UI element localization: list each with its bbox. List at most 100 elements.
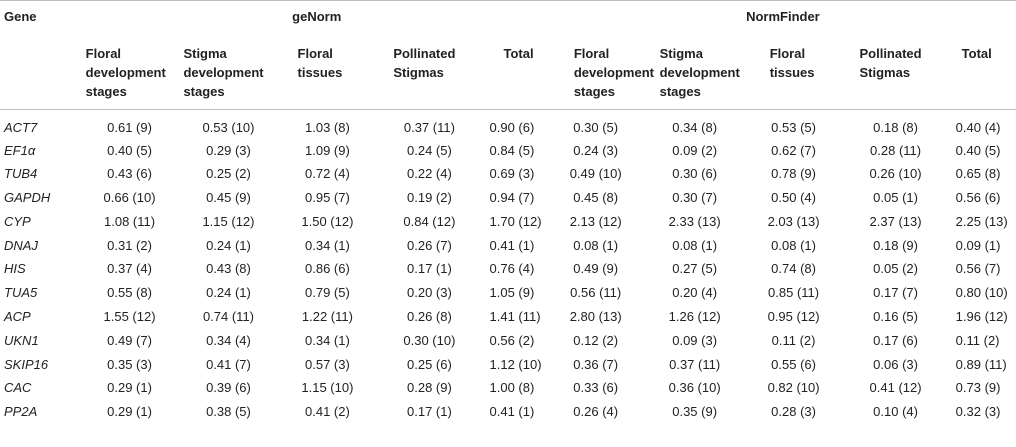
- genorm-value-cell: 0.29 (1): [107, 380, 152, 396]
- normfinder-value-cell: 2.13 (12): [569, 213, 622, 229]
- gene-name-cell: ACT7: [4, 120, 38, 135]
- normfinder-value-cell: 2.25 (13): [955, 213, 1008, 229]
- genorm-value-cell: 0.84 (5): [489, 142, 535, 158]
- gene-name-cell: DNAJ: [4, 237, 38, 253]
- normfinder-value-cell: 0.74 (8): [771, 261, 816, 277]
- normfinder-value-cell: 0.05 (2): [873, 261, 918, 277]
- gene-name-cell: UKN1: [4, 332, 39, 348]
- genorm-value-cell: 1.41 (11): [489, 309, 541, 325]
- genorm-value-cell: 0.41 (1): [489, 404, 535, 420]
- genorm-value-cell: 0.29 (1): [107, 404, 152, 420]
- normfinder-value-cell: 2.80 (13): [569, 309, 622, 325]
- reference-gene-stability-table: Gene geNorm NormFinder Floral developmen…: [0, 0, 1016, 424]
- genorm-value-cell: 0.37 (4): [107, 261, 152, 277]
- genorm-value-cell: 0.26 (8): [407, 309, 452, 325]
- normfinder-value-cell: 0.27 (5): [672, 261, 718, 277]
- normfinder-value-cell: 0.10 (4): [873, 404, 918, 420]
- genorm-stigma-development-header: Stigma development stages: [175, 30, 282, 110]
- normfinder-value-cell: 2.37 (13): [869, 213, 922, 229]
- normfinder-value-cell: 0.82 (10): [767, 380, 820, 396]
- genorm-value-cell: 0.69 (3): [489, 166, 535, 182]
- genorm-value-cell: 0.26 (7): [407, 237, 452, 253]
- genorm-value-cell: 1.05 (9): [489, 285, 535, 301]
- normfinder-pollinated-stigmas-header: Pollinated Stigmas: [839, 30, 952, 110]
- normfinder-value-cell: 0.65 (8): [955, 166, 1001, 182]
- normfinder-value-cell: 0.85 (11): [768, 285, 820, 301]
- gene-name-cell: TUA5: [4, 285, 38, 301]
- genorm-value-cell: 1.08 (11): [104, 213, 156, 229]
- genorm-value-cell: 0.31 (2): [107, 237, 152, 253]
- genorm-value-cell: 0.17 (1): [407, 404, 452, 420]
- genorm-value-cell: 0.24 (5): [407, 142, 452, 158]
- genorm-value-cell: 0.84 (12): [403, 213, 456, 229]
- normfinder-value-cell: 0.56 (7): [955, 261, 1001, 277]
- genorm-value-cell: 1.70 (12): [489, 213, 542, 229]
- genorm-value-cell: 0.34 (4): [206, 332, 251, 348]
- table-body: ACT7 0.61 (9) 0.53 (10) 1.03 (8) 0.37 (11) 0.…: [0, 110, 1016, 424]
- normfinder-total-header: Total: [951, 30, 1016, 110]
- normfinder-value-cell: 0.24 (3): [573, 142, 619, 158]
- genorm-value-cell: 1.22 (11): [301, 309, 353, 325]
- normfinder-value-cell: 0.09 (1): [955, 237, 1001, 253]
- genorm-total-header: Total: [485, 30, 550, 110]
- normfinder-value-cell: 0.50 (4): [771, 190, 816, 206]
- gene-column-header: Gene: [0, 0, 84, 31]
- genorm-value-cell: 0.61 (9): [107, 120, 152, 135]
- gene-name-cell: HIS: [4, 261, 26, 277]
- normfinder-value-cell: 0.06 (3): [873, 356, 918, 372]
- genorm-value-cell: 0.24 (1): [206, 237, 251, 253]
- normfinder-value-cell: 0.45 (8): [573, 190, 619, 206]
- gene-name-cell: EF1α: [4, 142, 36, 158]
- genorm-value-cell: 0.22 (4): [407, 166, 452, 182]
- normfinder-value-cell: 0.08 (1): [672, 237, 718, 253]
- normfinder-value-cell: 0.56 (11): [570, 285, 622, 301]
- gene-subheader-empty: [0, 30, 84, 110]
- normfinder-value-cell: 0.17 (6): [873, 332, 918, 348]
- genorm-value-cell: 0.55 (8): [107, 285, 152, 301]
- genorm-value-cell: 0.95 (7): [305, 190, 350, 206]
- genorm-value-cell: 0.41 (2): [305, 404, 350, 420]
- group-header-normfinder: NormFinder: [549, 0, 1016, 31]
- gene-name-cell: GAPDH: [4, 190, 51, 206]
- genorm-value-cell: 0.66 (10): [103, 190, 156, 206]
- normfinder-value-cell: 0.40 (5): [955, 142, 1001, 158]
- gene-name-cell: CYP: [4, 213, 31, 229]
- normfinder-value-cell: 0.55 (6): [771, 356, 816, 372]
- normfinder-value-cell: 0.08 (1): [771, 237, 816, 253]
- normfinder-value-cell: 0.30 (7): [672, 190, 718, 206]
- group-label-genorm: geNorm: [292, 9, 342, 24]
- normfinder-value-cell: 0.09 (3): [672, 332, 718, 348]
- genorm-value-cell: 0.74 (11): [202, 309, 255, 325]
- genorm-value-cell: 1.03 (8): [305, 120, 350, 135]
- normfinder-value-cell: 0.36 (10): [668, 380, 721, 396]
- genorm-value-cell: 1.00 (8): [489, 380, 535, 396]
- genorm-value-cell: 0.37 (11): [403, 120, 455, 135]
- normfinder-value-cell: 0.11 (2): [771, 332, 816, 348]
- genorm-value-cell: 0.24 (1): [206, 285, 251, 301]
- genorm-value-cell: 1.15 (10): [301, 380, 354, 396]
- genorm-value-cell: 0.25 (2): [206, 166, 251, 182]
- table-row: UKN1 0.49 (7) 0.34 (4) 0.34 (1) 0.30 (10) 0.5…: [0, 328, 1016, 352]
- table-row: CAC 0.29 (1) 0.39 (6) 1.15 (10) 0.28 (9) 1.00…: [0, 375, 1016, 399]
- genorm-value-cell: 0.39 (6): [206, 380, 251, 396]
- genorm-floral-tissues-header: Floral tissues: [281, 30, 374, 110]
- normfinder-value-cell: 0.33 (6): [573, 380, 619, 396]
- normfinder-value-cell: 0.41 (12): [869, 380, 922, 396]
- gene-name-cell: TUB4: [4, 166, 38, 182]
- subcolumn-header-row: Floral development stages Stigma develop…: [0, 30, 1016, 110]
- normfinder-value-cell: 0.26 (4): [573, 404, 619, 420]
- group-header-genorm: geNorm: [83, 0, 550, 31]
- genorm-value-cell: 0.28 (9): [407, 380, 452, 396]
- table-row: PP2A 0.29 (1) 0.38 (5) 0.41 (2) 0.17 (1) 0.41…: [0, 399, 1016, 423]
- normfinder-value-cell: 0.30 (6): [672, 166, 718, 182]
- normfinder-value-cell: 0.20 (4): [672, 285, 718, 301]
- normfinder-value-cell: 0.26 (10): [869, 166, 922, 182]
- normfinder-value-cell: 0.89 (11): [955, 356, 1007, 372]
- normfinder-value-cell: 0.11 (2): [955, 332, 1000, 348]
- genorm-value-cell: 1.55 (12): [103, 309, 156, 325]
- genorm-value-cell: 0.56 (2): [489, 332, 535, 348]
- genorm-value-cell: 1.15 (12): [202, 213, 255, 229]
- genorm-value-cell: 0.43 (8): [206, 261, 251, 277]
- table-row: CYP 1.08 (11) 1.15 (12) 1.50 (12) 0.84 (12) 1…: [0, 209, 1016, 233]
- table-row: EF1α 0.40 (5) 0.29 (3) 1.09 (9) 0.24 (5) 0.84…: [0, 138, 1016, 162]
